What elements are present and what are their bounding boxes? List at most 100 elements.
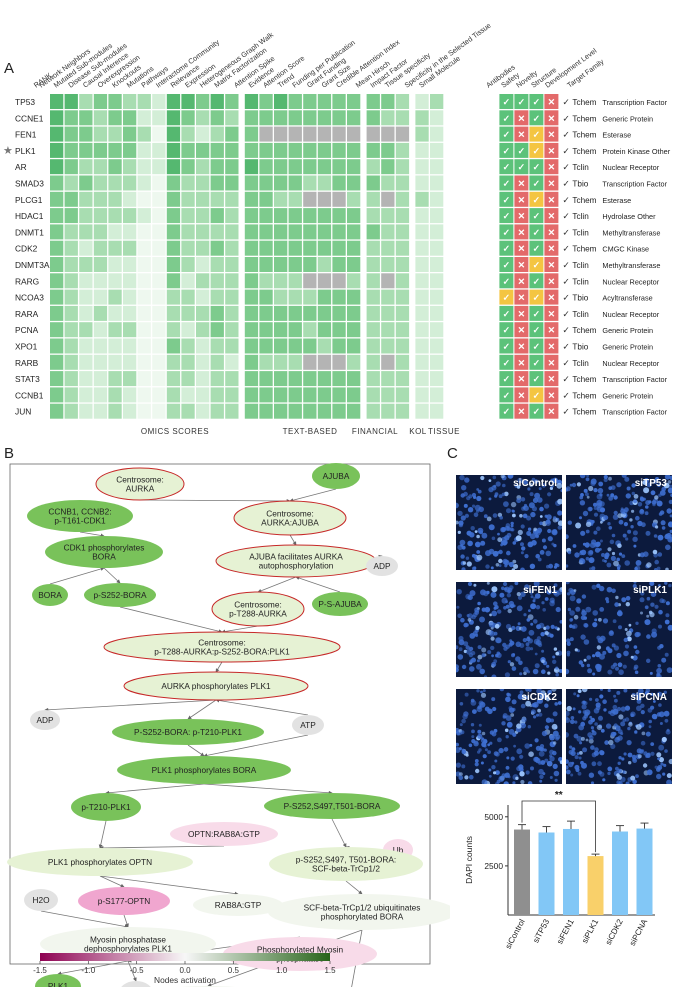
- score-cell: [108, 273, 122, 289]
- score-cell: [93, 257, 108, 272]
- score-cell: [366, 371, 380, 387]
- pathway-edge: [331, 818, 347, 848]
- score-cell: [181, 322, 195, 338]
- pathway-node-label: H2O: [32, 895, 50, 905]
- score-cell: [303, 142, 317, 158]
- bar: [538, 832, 555, 915]
- score-cell: [317, 257, 332, 272]
- score-cell: [50, 110, 64, 126]
- score-cell: [181, 159, 195, 175]
- score-cell: [50, 126, 64, 142]
- score-cell: [288, 175, 302, 191]
- score-cell: [79, 126, 93, 142]
- check-icon: ✓: [562, 227, 570, 237]
- gene-label: CCNB1: [15, 390, 44, 400]
- score-cell: [288, 257, 302, 272]
- score-cell: [108, 257, 122, 272]
- score-cell: [196, 126, 210, 142]
- pathway-edge: [187, 744, 205, 757]
- flag-cell: [529, 240, 544, 256]
- micrograph-tile: siPCNA: [566, 689, 672, 784]
- y-axis-label: DAPI counts: [464, 836, 474, 884]
- pathway-node: [103, 631, 341, 663]
- flag-cell: [529, 159, 544, 175]
- score-cell: [50, 142, 64, 158]
- micrograph-label: siCDK2: [521, 692, 557, 703]
- score-cell: [181, 289, 195, 305]
- cross-icon: ✕: [518, 407, 526, 417]
- score-cell: [274, 94, 288, 109]
- score-cell: [64, 289, 78, 305]
- cross-icon: ✕: [548, 227, 556, 237]
- score-cell: [415, 208, 429, 224]
- check-icon: ✓: [503, 342, 511, 352]
- score-cell: [332, 240, 346, 256]
- score-cell: [288, 240, 302, 256]
- score-cell: [317, 159, 332, 175]
- check-icon: ✓: [503, 146, 511, 156]
- score-cell: [79, 403, 93, 419]
- score-cell: [244, 126, 259, 142]
- score-cell: [303, 126, 317, 142]
- score-cell: [79, 240, 93, 256]
- pathway-node-label: p-S177-OPTN: [98, 896, 151, 906]
- flag-cell: [499, 305, 514, 321]
- score-cell: [395, 322, 410, 338]
- score-cell: [415, 110, 429, 126]
- pathway-node: [7, 848, 193, 876]
- target-family: Generic Protein: [602, 343, 653, 352]
- pathway-node: [78, 887, 170, 915]
- check-icon: ✓: [533, 162, 541, 172]
- flag-cell: [544, 257, 559, 272]
- pathway-edge: [98, 820, 107, 849]
- pathway-node-label: PLK1 phosphorylates OPTN: [48, 857, 152, 867]
- score-cell: [274, 403, 288, 419]
- score-cell: [288, 289, 302, 305]
- bar: [612, 831, 628, 915]
- development-level: Tclin: [572, 359, 589, 368]
- score-cell: [196, 273, 210, 289]
- pathway-node: [312, 463, 360, 489]
- score-cell: [166, 338, 181, 354]
- score-cell: [166, 159, 181, 175]
- flag-cell: [514, 142, 529, 158]
- score-cell: [50, 322, 64, 338]
- score-cell: [332, 175, 346, 191]
- x-tick-label: siPLK1: [580, 917, 600, 945]
- target-family: Transcription Factor: [602, 408, 667, 417]
- score-cell: [166, 371, 181, 387]
- cross-icon: ✕: [548, 211, 556, 221]
- score-cell: [108, 175, 122, 191]
- score-cell: [181, 208, 195, 224]
- score-cell: [108, 403, 122, 419]
- y-tick-label: 2500: [484, 861, 503, 871]
- cross-icon: ✕: [548, 374, 556, 384]
- score-cell: [225, 110, 239, 126]
- dapi-micrograph-grid: siControl siTP53 siFEN1 siPLK1 siCDK2 siPCNA: [456, 475, 676, 785]
- pathway-node-label: Centrosome: AURKA: [116, 474, 164, 493]
- score-cell: [259, 322, 273, 338]
- score-cell: [166, 240, 181, 256]
- score-cell: [415, 159, 429, 175]
- score-cell: [79, 387, 93, 403]
- score-cell: [415, 142, 429, 158]
- flag-cell: [544, 175, 559, 191]
- score-cell: [79, 289, 93, 305]
- score-cell: [64, 208, 78, 224]
- score-cell: [347, 322, 361, 338]
- score-cell: [317, 94, 332, 109]
- score-cell: [166, 257, 181, 272]
- score-cell: [366, 175, 380, 191]
- score-cell: [288, 110, 302, 126]
- colorbar-label: Nodes activation: [154, 975, 216, 985]
- pathway-node-label: Centrosome: AURKA:AJUBA: [261, 508, 319, 527]
- check-icon: ✓: [533, 374, 541, 384]
- score-cell: [137, 191, 151, 207]
- check-icon: ✓: [562, 97, 570, 107]
- colorbar-tick-label: -1.0: [81, 966, 95, 975]
- cross-icon: ✕: [518, 276, 526, 286]
- cross-icon: ✕: [548, 407, 556, 417]
- score-cell: [210, 354, 224, 370]
- score-cell: [303, 175, 317, 191]
- score-cell: [415, 305, 429, 321]
